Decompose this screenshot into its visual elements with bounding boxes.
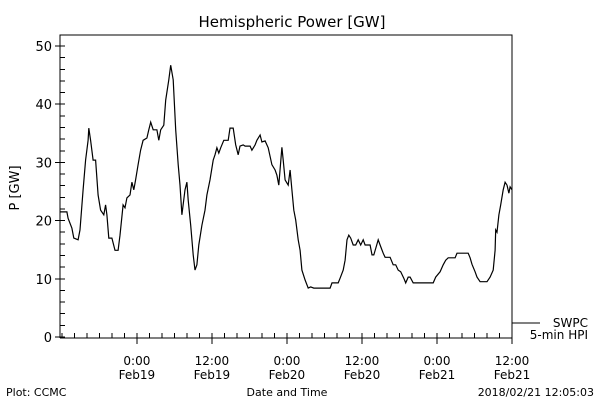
x-tick-date-label: Feb20 [269,368,306,382]
x-tick-date-label: Feb21 [419,368,456,382]
series-line-hpi [60,65,513,289]
plot-credit: Plot: CCMC [6,386,67,399]
y-tick-label: 10 [35,273,52,288]
x-tick-date-label: Feb20 [344,368,381,382]
y-tick-label: 40 [35,98,52,113]
plot-frame [59,34,513,339]
x-tick-time-label: 12:00 [495,354,530,368]
y-tick-label: 0 [44,331,52,346]
x-tick-date-label: Feb19 [194,368,231,382]
x-tick-time-label: 0:00 [273,354,300,368]
ticks: 010203040500:00Feb1912:00Feb190:00Feb201… [35,40,530,382]
x-tick-date-label: Feb21 [494,368,531,382]
x-tick-time-label: 12:00 [345,354,380,368]
x-tick-date-label: Feb19 [119,368,156,382]
plot-timestamp: 2018/02/21 12:05:03 [478,386,594,399]
y-tick-label: 20 [35,215,52,230]
legend-label-source: SWPC [553,316,588,330]
chart-title: Hemispheric Power [GW] [199,13,386,31]
x-tick-time-label: 0:00 [424,354,451,368]
x-axis-label: Date and Time [247,386,328,399]
axes [59,34,513,339]
y-tick-label: 50 [35,40,52,55]
y-axis-label: P [GW] [8,165,23,210]
series-group [60,65,513,289]
legend: SWPC 5-min HPI [512,316,588,342]
legend-label-type: 5-min HPI [530,328,588,342]
x-tick-time-label: 0:00 [123,354,150,368]
y-tick-label: 30 [35,156,52,171]
x-tick-time-label: 12:00 [195,354,230,368]
